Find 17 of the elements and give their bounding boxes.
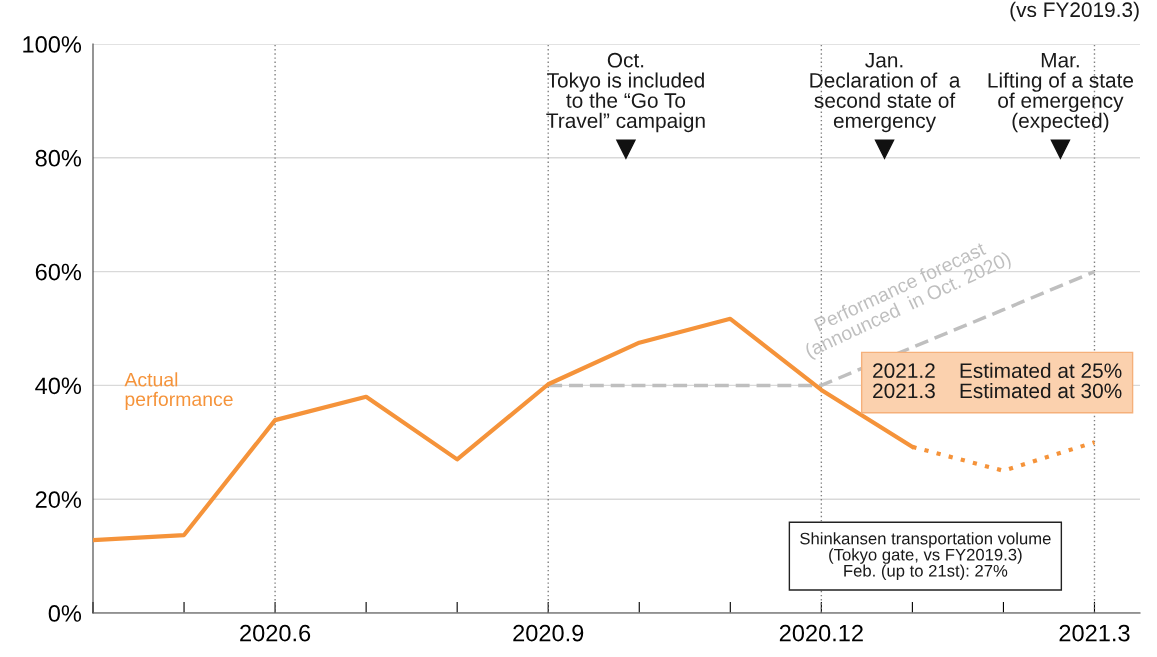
annotation: Oct. Tokyo is included to the “Go To Travel” campaign — [546, 52, 705, 133]
y-tick-label: 80% — [35, 149, 82, 167]
text: Actual performance — [124, 372, 233, 410]
annotation: Mar. Lifting of a state of emergency (expected) — [988, 53, 1134, 133]
x-tick-label: 2020.9 — [513, 624, 584, 642]
x-tick-label: 2020.12 — [779, 624, 863, 642]
y-tick-label: 20% — [35, 491, 82, 508]
y-tick-label: 40% — [35, 377, 82, 395]
y-tick-label: 100% — [23, 36, 82, 53]
annotation: 2021.2 Estimated at 25% 2021.3 Estimated at 30% — [873, 362, 1122, 399]
y-tick-label: 60% — [35, 263, 82, 281]
x-tick-label: 2020.6 — [240, 624, 311, 642]
annotation: Jan. Declaration of a second state of emergency — [810, 53, 961, 133]
text: (vs FY2019.3) — [1010, 1, 1139, 22]
annotation: Shinkansen transportation volume (Tokyo gate, vs FY2019.3) Feb. (up to 21st): 27% — [800, 532, 1051, 581]
x-tick-label: 2021.3 — [1059, 624, 1130, 642]
y-tick-label: 0% — [48, 605, 82, 622]
